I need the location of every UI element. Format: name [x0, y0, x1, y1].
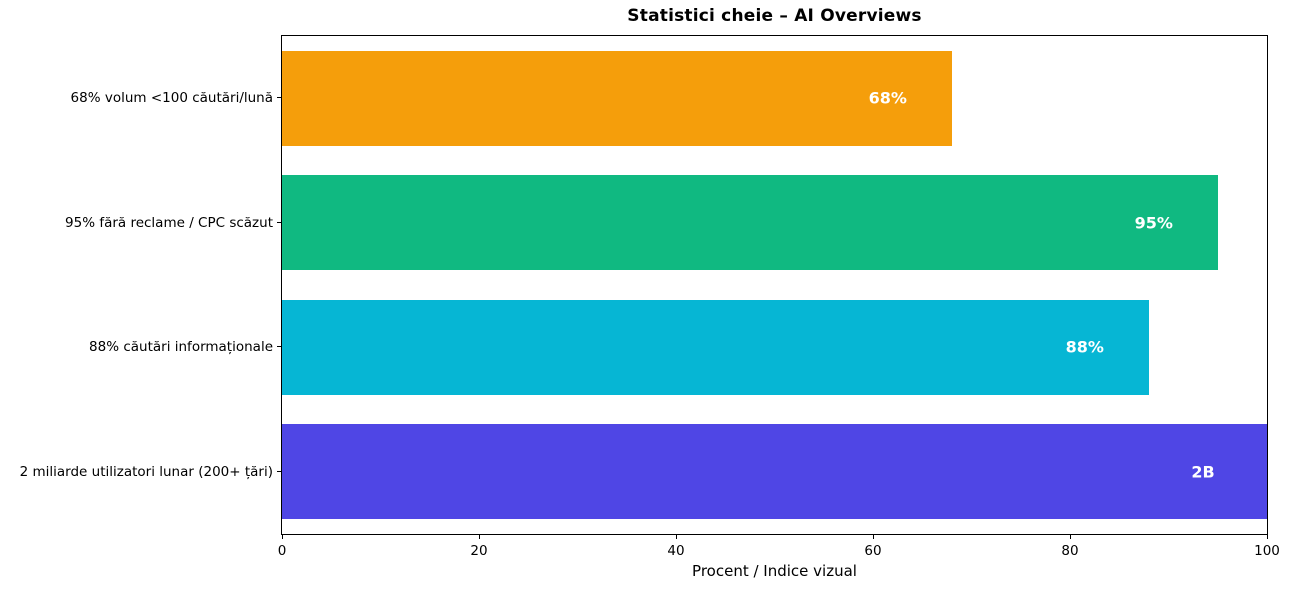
bar-2: 88%: [282, 299, 1149, 395]
x-axis-label: Procent / Indice vizual: [692, 562, 857, 580]
x-tick-mark-20: [479, 535, 480, 539]
x-tick-mark-80: [1070, 535, 1071, 539]
x-tick-label-100: 100: [1254, 543, 1280, 559]
bar-value-label-3: 2B: [1191, 462, 1215, 482]
x-tick-label-80: 80: [1061, 543, 1079, 559]
category-label-1: 95% fără reclame / CPC scăzut: [65, 214, 273, 231]
x-tick-label-40: 40: [667, 543, 685, 559]
category-label-0: 68% volum <100 căutări/lună: [70, 90, 273, 107]
bar-value-label-1: 95%: [1134, 213, 1173, 233]
x-tick-mark-60: [873, 535, 874, 539]
y-tick-mark-2: [277, 346, 281, 348]
y-tick-mark-1: [277, 221, 281, 223]
bar-0: 68%: [282, 50, 952, 146]
category-label-3: 2 miliarde utilizatori lunar (200+ țări): [19, 463, 273, 480]
y-tick-mark-3: [277, 470, 281, 472]
category-label-2: 88% căutări informaționale: [89, 339, 273, 356]
bar-3: 2B: [282, 424, 1267, 520]
x-tick-label-60: 60: [864, 543, 882, 559]
bar-value-label-2: 88%: [1065, 337, 1104, 357]
x-tick-mark-0: [282, 535, 283, 539]
x-tick-label-0: 0: [277, 543, 287, 559]
bar-1: 95%: [282, 175, 1218, 271]
bar-value-label-0: 68%: [868, 88, 907, 108]
x-tick-label-20: 20: [470, 543, 488, 559]
y-tick-mark-0: [277, 97, 281, 99]
x-tick-mark-100: [1267, 535, 1268, 539]
plot-area: 68% 95% 88% 2B: [281, 35, 1268, 535]
chart-title: Statistici cheie – AI Overviews: [627, 6, 922, 26]
x-tick-mark-40: [676, 535, 677, 539]
